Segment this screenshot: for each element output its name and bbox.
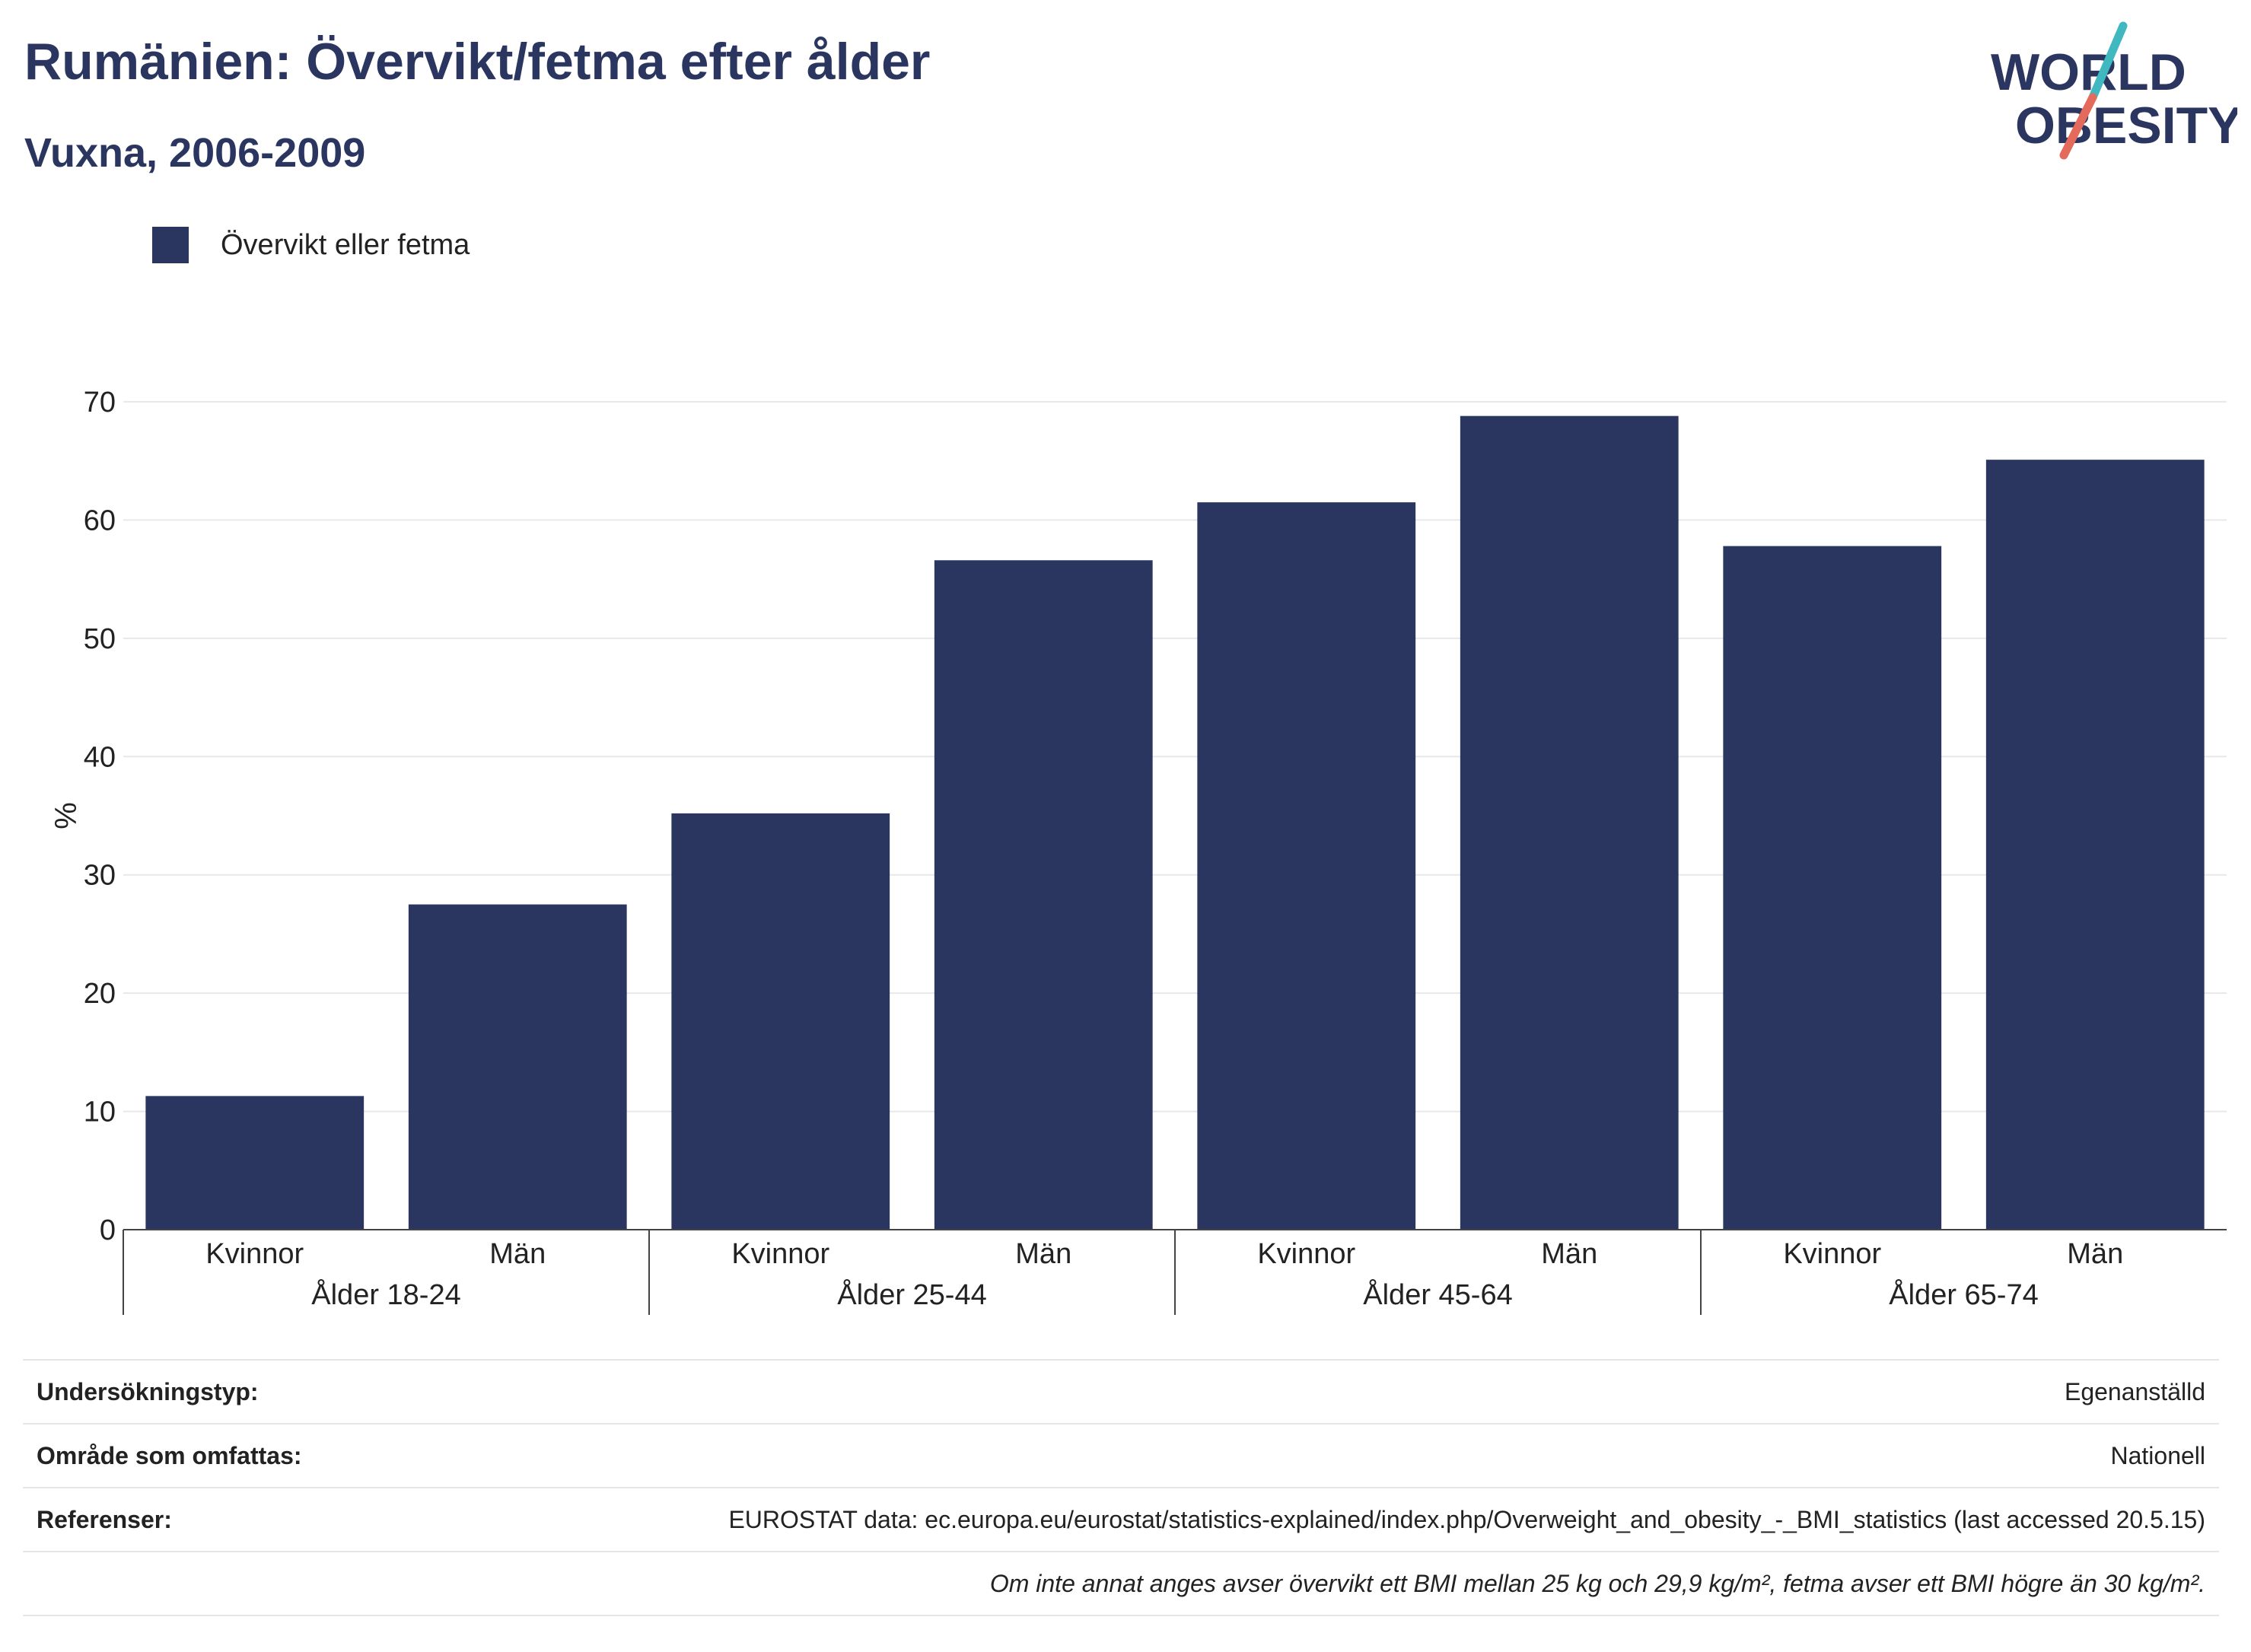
x-group-label: Ålder 65-74 (1889, 1278, 2038, 1311)
footer-row-references: Referenser: EUROSTAT data: ec.europa.eu/… (23, 1487, 2219, 1551)
y-tick-label: 30 (84, 860, 116, 892)
world-obesity-logo: WORLD OBESITY (1991, 21, 2237, 160)
y-tick-label: 20 (84, 978, 116, 1010)
bar (671, 813, 890, 1230)
bar (1197, 502, 1416, 1230)
y-tick-label: 50 (84, 623, 116, 655)
x-category-label: Män (2067, 1238, 2123, 1270)
y-axis-title: % (48, 802, 81, 829)
footer-value: Nationell (2110, 1441, 2205, 1469)
y-tick-label: 60 (84, 505, 116, 536)
x-category-label: Män (1015, 1238, 1071, 1270)
bar (145, 1096, 365, 1230)
bar (408, 904, 627, 1230)
logo-accent-coral (2059, 93, 2097, 160)
footer-note: Om inte annat anges avser övervikt ett B… (989, 1569, 2205, 1597)
footer-key: Undersökningstyp: (37, 1377, 259, 1405)
footer-value: Egenanställd (2064, 1377, 2205, 1405)
x-category-label: Kvinnor (1783, 1238, 1881, 1270)
x-group-label: Ålder 25-44 (837, 1278, 986, 1311)
bar (934, 560, 1153, 1230)
logo-text-obesity: OBESITY (2015, 97, 2237, 154)
y-tick-label: 10 (84, 1097, 116, 1128)
footer-key: Referenser: (37, 1505, 172, 1533)
footer-row-note: Om inte annat anges avser övervikt ett B… (23, 1551, 2219, 1616)
bar (1985, 460, 2205, 1230)
x-category-label: Kvinnor (1257, 1238, 1355, 1270)
footer-value: EUROSTAT data: ec.europa.eu/eurostat/sta… (728, 1505, 2205, 1533)
bar (1723, 546, 1942, 1230)
x-category-label: Män (1541, 1238, 1597, 1270)
x-category-label: Kvinnor (205, 1238, 304, 1270)
bar (1460, 415, 1679, 1230)
x-category-label: Män (489, 1238, 546, 1270)
footer-row-coverage: Område som omfattas: Nationell (23, 1423, 2219, 1487)
x-group-label: Ålder 45-64 (1363, 1278, 1512, 1311)
footer-key: Område som omfattas: (37, 1441, 302, 1469)
footer-row-survey-type: Undersökningstyp: Egenanställd (23, 1359, 2219, 1423)
logo-accent-teal (2088, 21, 2128, 102)
y-tick-label: 70 (84, 387, 116, 419)
y-tick-label: 0 (100, 1214, 116, 1246)
chart-subtitle: Vuxna, 2006-2009 (24, 130, 366, 176)
logo-text-world: WORLD (1991, 43, 2186, 101)
chart-title: Rumänien: Övervikt/fetma efter ålder (24, 33, 931, 91)
legend-swatch (152, 227, 189, 263)
y-tick-label: 40 (84, 741, 116, 773)
legend: Övervikt eller fetma (152, 225, 470, 265)
footer-table: Undersökningstyp: Egenanställd Område so… (23, 1359, 2219, 1616)
x-category-label: Kvinnor (731, 1238, 829, 1270)
x-group-label: Ålder 18-24 (311, 1278, 460, 1311)
legend-label: Övervikt eller fetma (221, 228, 470, 261)
